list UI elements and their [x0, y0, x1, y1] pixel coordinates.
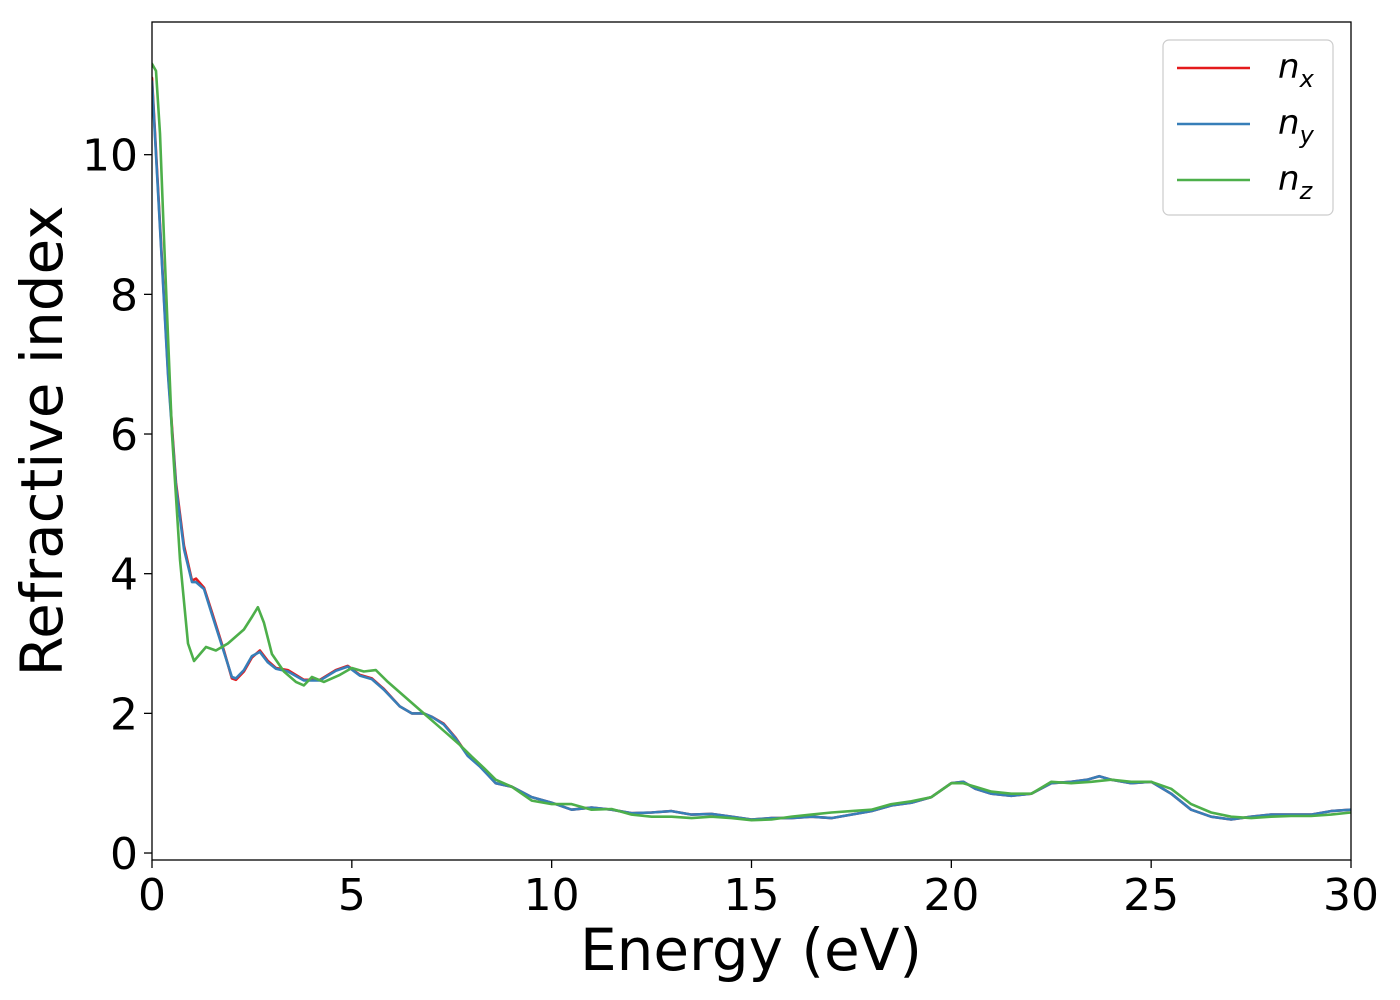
y-axis: 0 2 4 6 8 10 [82, 131, 152, 880]
x-axis: 0 5 10 15 20 25 30 [138, 860, 1379, 921]
legend-label-n-z: nz [1278, 159, 1314, 205]
y-tick-label: 6 [110, 410, 138, 461]
y-axis-title: Refractive index [8, 205, 76, 676]
x-tick-label: 10 [524, 870, 580, 921]
x-tick-label: 0 [138, 870, 166, 921]
x-tick-label: 5 [338, 870, 366, 921]
legend: nx ny nz [1162, 39, 1334, 216]
legend-label-n-x: nx [1278, 47, 1315, 93]
x-axis-title: Energy (eV) [580, 916, 922, 984]
legend-label-n-y: ny [1278, 103, 1315, 149]
x-tick-label: 20 [923, 870, 979, 921]
legend-box [1162, 39, 1334, 216]
series-line-n-z [152, 62, 1351, 822]
y-tick-label: 0 [110, 829, 138, 880]
y-tick-label: 4 [110, 550, 138, 601]
series-layer [152, 62, 1351, 822]
x-tick-label: 15 [724, 870, 780, 921]
y-tick-label: 10 [82, 131, 138, 182]
x-tick-label: 25 [1123, 870, 1179, 921]
y-tick-label: 8 [110, 270, 138, 321]
x-tick-label: 30 [1323, 870, 1379, 921]
y-tick-label: 2 [110, 689, 138, 740]
